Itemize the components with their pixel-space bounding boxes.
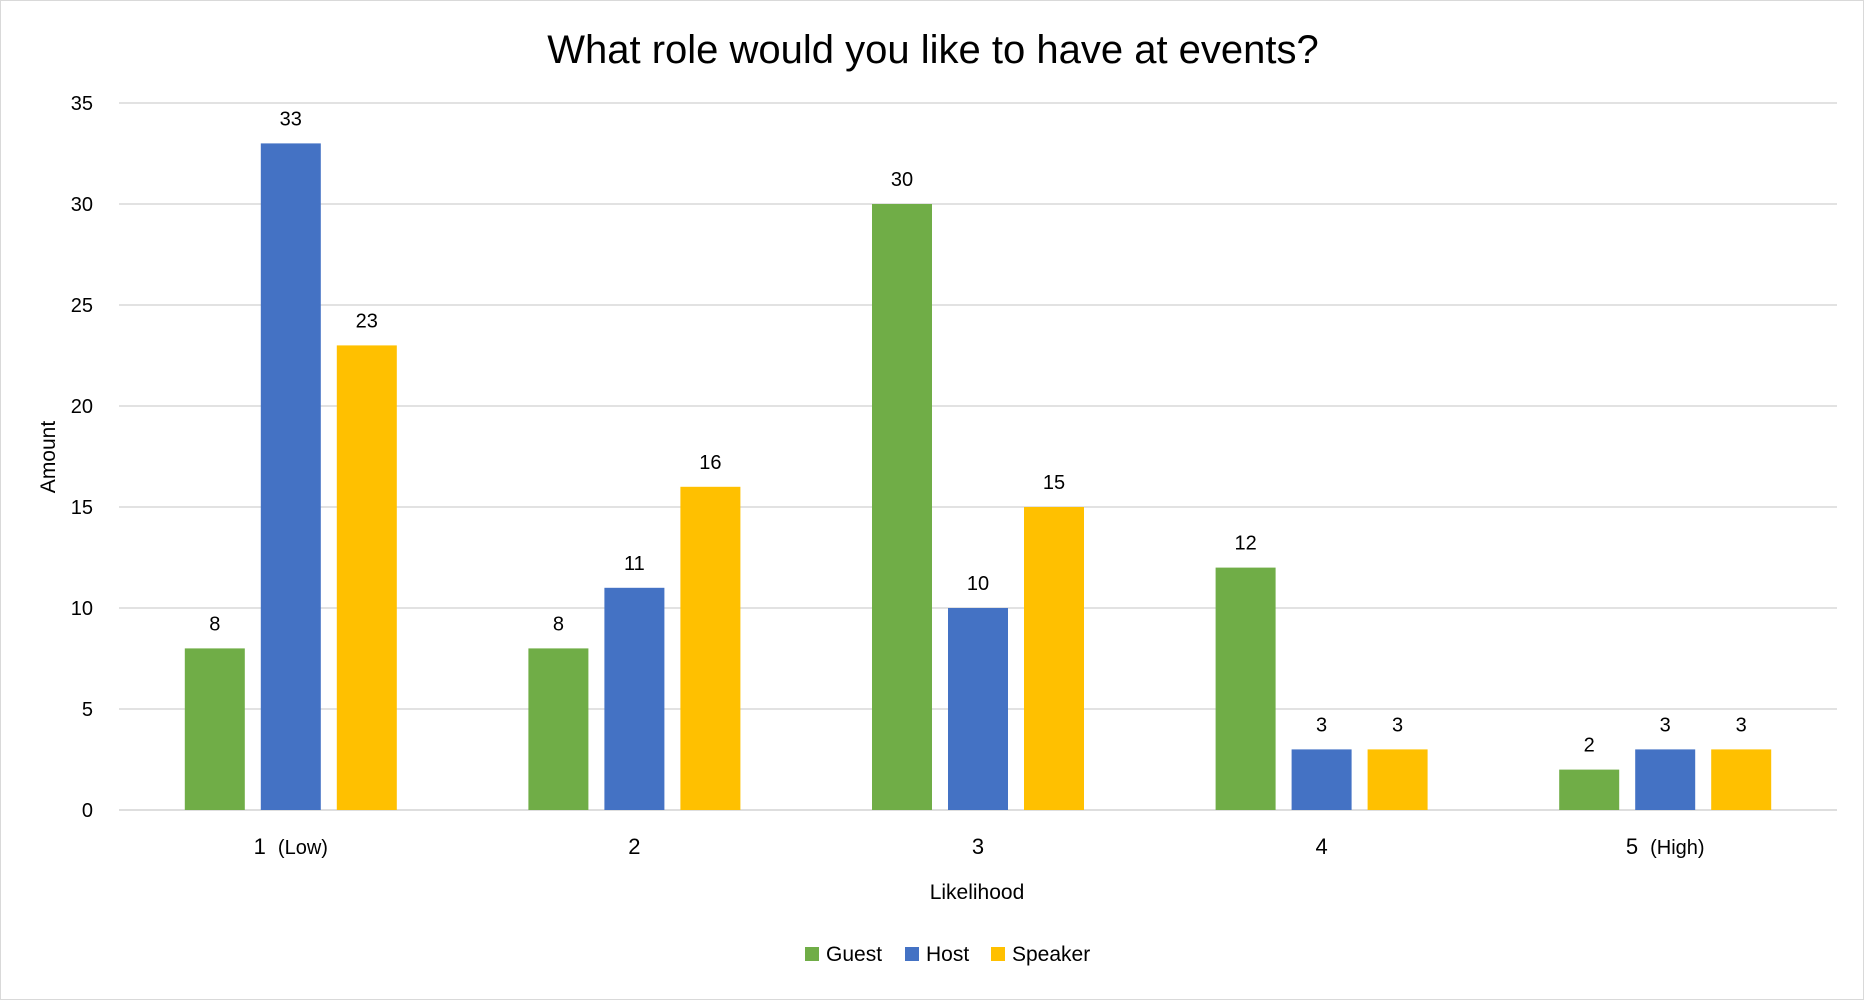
x-tick-number: 5 (1626, 834, 1638, 859)
bar-host-2 (604, 587, 665, 810)
data-label: 8 (553, 613, 564, 635)
bars (184, 143, 1772, 810)
x-tick-number: 2 (628, 834, 640, 859)
x-tick-label: 4 (1315, 834, 1327, 859)
y-tick-label: 25 (71, 295, 93, 317)
x-tick-label: 2 (628, 834, 640, 859)
y-axis-label: Amount (37, 421, 60, 494)
x-tick-label: 1 (Low) (254, 834, 328, 859)
chart-title: What role would you like to have at even… (547, 28, 1319, 72)
bar-speaker-5 (1711, 749, 1772, 810)
x-tick-number: 4 (1315, 834, 1327, 859)
x-tick-number: 1 (254, 834, 266, 859)
bar-host-3 (948, 608, 1008, 810)
data-label: 3 (1392, 714, 1403, 736)
x-tick-label: 5 (High) (1626, 834, 1705, 859)
y-tick-label: 5 (82, 699, 93, 721)
x-tick-note: (Low) (278, 837, 328, 859)
bar-guest-1 (184, 648, 245, 810)
bar-guest-3 (872, 204, 932, 810)
bar-guest-5 (1559, 769, 1620, 810)
y-tick-label: 10 (71, 598, 93, 620)
bar-host-1 (260, 143, 321, 810)
y-tick-label: 0 (82, 800, 93, 822)
legend-swatch-guest (805, 947, 819, 961)
bar-guest-2 (528, 648, 589, 810)
bar-speaker-4 (1367, 749, 1428, 810)
data-label: 3 (1660, 714, 1671, 736)
bar-host-5 (1635, 749, 1696, 810)
bar-speaker-3 (1024, 507, 1084, 810)
data-label: 23 (356, 310, 378, 332)
y-axis-ticks: 0 5 10 15 20 25 30 35 (71, 93, 93, 822)
data-label: 3 (1316, 714, 1327, 736)
data-label: 33 (280, 108, 302, 130)
y-tick-label: 35 (71, 93, 93, 115)
y-tick-label: 15 (71, 497, 93, 519)
data-label: 11 (624, 553, 645, 575)
legend-label-host: Host (926, 943, 969, 966)
x-axis-label: Likelihood (930, 881, 1025, 904)
bar-guest-4 (1215, 567, 1276, 810)
bar-speaker-1 (336, 345, 397, 810)
data-label: 8 (209, 613, 220, 635)
x-tick-note: (High) (1650, 837, 1704, 859)
data-label: 12 (1234, 533, 1256, 555)
data-label: 30 (891, 169, 913, 191)
y-tick-label: 30 (71, 194, 93, 216)
x-axis-ticks: 1 (Low) 2 3 4 5 (High) (254, 834, 1705, 859)
data-label: 3 (1736, 714, 1747, 736)
bar-speaker-2 (680, 486, 741, 810)
legend-swatch-host (905, 947, 919, 961)
data-label: 15 (1043, 472, 1065, 494)
legend-label-guest: Guest (826, 943, 882, 966)
bar-host-4 (1291, 749, 1352, 810)
data-label: 10 (967, 573, 989, 595)
data-label: 16 (699, 452, 721, 474)
x-tick-label: 3 (972, 834, 984, 859)
data-label: 2 (1584, 735, 1595, 757)
x-tick-number: 3 (972, 834, 984, 859)
y-tick-label: 20 (71, 396, 93, 418)
legend: Guest Host Speaker (805, 943, 1090, 966)
legend-swatch-speaker (991, 947, 1005, 961)
legend-label-speaker: Speaker (1012, 943, 1090, 966)
